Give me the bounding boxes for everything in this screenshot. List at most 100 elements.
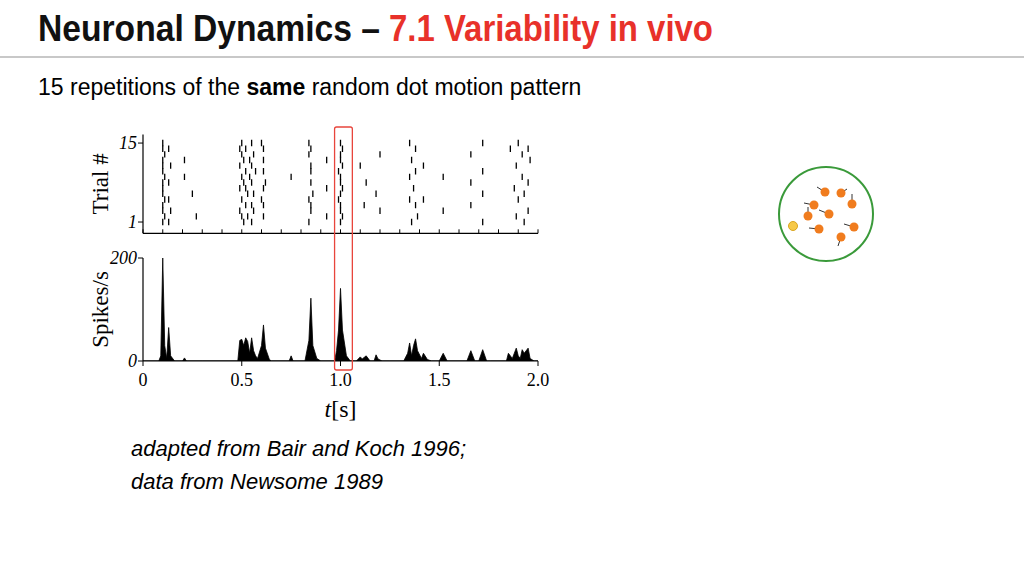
spike xyxy=(184,157,185,163)
spike xyxy=(261,196,262,202)
spike xyxy=(310,146,311,152)
spike xyxy=(253,208,254,214)
header-title: Neuronal Dynamics – xyxy=(38,8,380,49)
spike xyxy=(263,202,264,208)
spike xyxy=(470,151,471,157)
spike xyxy=(375,191,376,197)
caption-line: adapted from Bair and Koch 1996; xyxy=(131,432,466,465)
y-tick xyxy=(138,258,143,259)
spike xyxy=(170,208,171,214)
spike xyxy=(243,219,244,225)
icon-dot xyxy=(837,233,846,242)
y-axis xyxy=(142,135,143,234)
icon-dot xyxy=(810,201,819,210)
spike xyxy=(164,151,165,157)
x-tick xyxy=(261,229,262,233)
spike xyxy=(239,208,240,214)
spike xyxy=(162,146,163,152)
spike xyxy=(340,174,341,180)
spike xyxy=(514,185,515,191)
spike xyxy=(518,140,519,146)
spike xyxy=(308,219,309,225)
spike xyxy=(241,196,242,202)
spike xyxy=(162,140,163,146)
x-tick xyxy=(419,229,420,233)
x-tick xyxy=(439,361,440,366)
spike xyxy=(255,168,256,174)
y-axis xyxy=(142,258,143,361)
spike xyxy=(443,208,444,214)
subtitle-before: 15 repetitions of the xyxy=(38,74,240,100)
spike xyxy=(247,213,248,219)
spike xyxy=(470,179,471,185)
y-label: Trial # xyxy=(88,153,113,215)
spike xyxy=(308,140,309,146)
y-tick xyxy=(138,143,143,144)
spike xyxy=(168,196,169,202)
spike xyxy=(241,213,242,219)
x-tick xyxy=(360,229,361,233)
spike xyxy=(290,174,291,180)
spike xyxy=(326,157,327,163)
spike xyxy=(253,151,254,157)
spike xyxy=(263,157,264,163)
spike xyxy=(245,146,246,152)
spike xyxy=(162,168,163,174)
y-tick-label: 200 xyxy=(110,248,137,268)
caption-line: data from Newsome 1989 xyxy=(131,465,466,498)
chart-scatter: 115Trial # xyxy=(88,133,538,233)
x-tick xyxy=(478,229,479,233)
spike xyxy=(527,208,528,214)
spike xyxy=(482,168,483,174)
spike xyxy=(253,191,254,197)
spike xyxy=(168,146,169,152)
spike xyxy=(251,140,252,146)
icon-dot xyxy=(850,223,859,232)
spike xyxy=(184,174,185,180)
spike xyxy=(516,213,517,219)
spike xyxy=(162,202,163,208)
spike xyxy=(360,162,361,168)
x-tick-label: 1.0 xyxy=(329,370,352,390)
spike xyxy=(164,174,165,180)
spike xyxy=(338,196,339,202)
highlight-box xyxy=(335,127,353,370)
x-tick-label: 0.5 xyxy=(231,370,254,390)
spike xyxy=(196,213,197,219)
y-tick-label: 15 xyxy=(119,133,137,153)
spike xyxy=(310,162,311,168)
spike xyxy=(310,168,311,174)
x-tick-label: 0 xyxy=(139,370,148,390)
spike xyxy=(239,185,240,191)
spike xyxy=(265,179,266,185)
spike xyxy=(310,179,311,185)
spike xyxy=(379,208,380,214)
spike xyxy=(164,213,165,219)
spike xyxy=(263,168,264,174)
x-tick xyxy=(281,229,282,233)
x-tick xyxy=(340,229,341,233)
spike xyxy=(516,162,517,168)
spike xyxy=(162,185,163,191)
x-tick xyxy=(538,229,539,233)
spike xyxy=(415,202,416,208)
spike xyxy=(249,157,250,163)
spike xyxy=(239,162,240,168)
spike xyxy=(162,208,163,214)
spike xyxy=(409,174,410,180)
spike xyxy=(251,179,252,185)
spike xyxy=(366,179,367,185)
x-tick xyxy=(222,229,223,233)
spike xyxy=(340,179,341,185)
psth-area xyxy=(143,258,538,361)
icon-dot xyxy=(821,188,830,197)
spike xyxy=(308,196,309,202)
spike xyxy=(510,146,511,152)
spike xyxy=(415,146,416,152)
spike xyxy=(527,146,528,152)
x-tick xyxy=(202,229,203,233)
spike xyxy=(310,208,311,214)
subtitle: 15 repetitions of the same random dot mo… xyxy=(38,74,581,101)
spike xyxy=(522,151,523,157)
icon-circle xyxy=(779,167,873,261)
